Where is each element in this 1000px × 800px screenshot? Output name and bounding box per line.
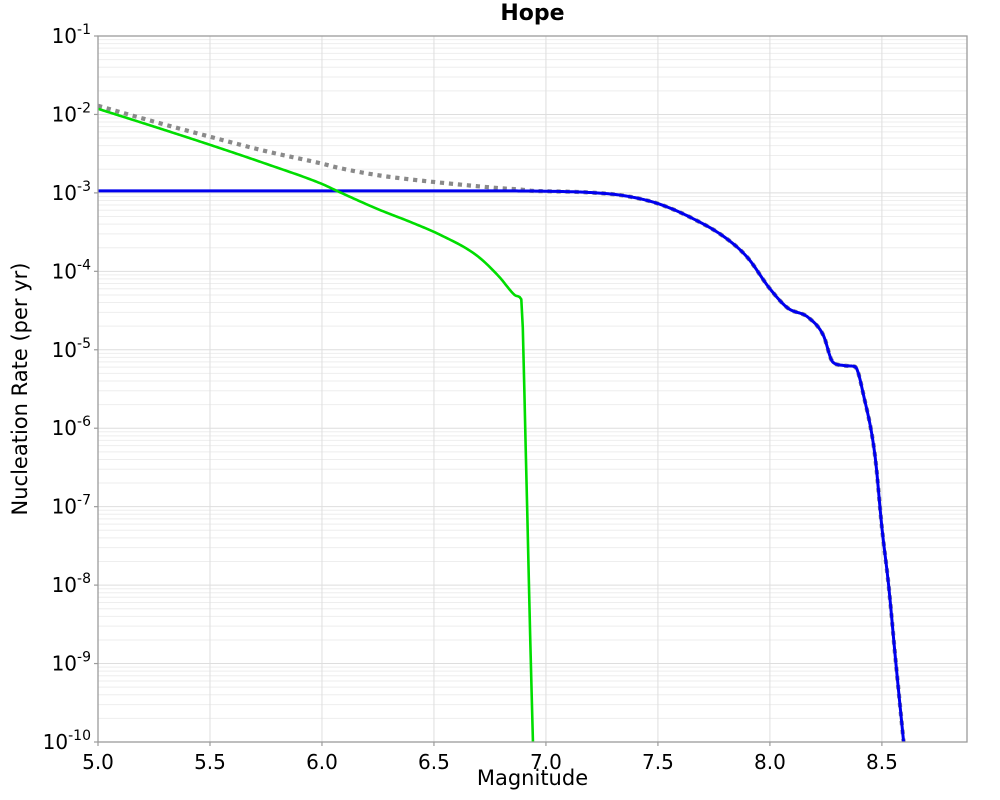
y-tick-label: 10-4 xyxy=(52,257,92,283)
x-tick-label: 7.5 xyxy=(642,750,674,774)
y-tick-label: 10-5 xyxy=(52,336,91,362)
x-tick-label: 5.0 xyxy=(82,750,114,774)
x-tick-label: 7.0 xyxy=(530,750,562,774)
y-tick-label: 10-2 xyxy=(52,100,91,126)
y-tick-label: 10-6 xyxy=(52,414,92,440)
x-tick-label: 5.5 xyxy=(194,750,226,774)
x-tick-label: 8.0 xyxy=(754,750,786,774)
x-tick-label: 6.5 xyxy=(418,750,450,774)
x-axis-label: Magnitude xyxy=(476,766,589,790)
y-tick-label: 10-8 xyxy=(52,571,91,597)
chart-title: Hope xyxy=(500,1,565,26)
y-tick-label: 10-9 xyxy=(52,650,91,676)
y-tick-label: 10-7 xyxy=(52,493,91,519)
x-tick-label: 6.0 xyxy=(306,750,338,774)
y-tick-label: 10-3 xyxy=(52,179,91,205)
y-tick-label: 10-1 xyxy=(52,22,91,48)
x-tick-label: 8.5 xyxy=(866,750,898,774)
y-tick-label: 10-10 xyxy=(43,728,91,754)
y-axis-label: Nucleation Rate (per yr) xyxy=(8,262,32,516)
